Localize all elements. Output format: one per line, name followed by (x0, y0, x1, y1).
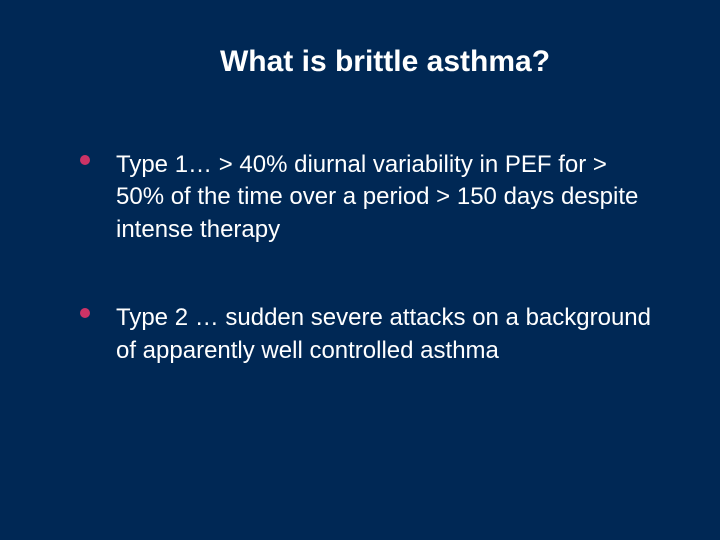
list-item: Type 1… > 40% diurnal variability in PEF… (80, 149, 660, 246)
bullet-icon (80, 155, 90, 165)
bullet-text: Type 1… > 40% diurnal variability in PEF… (116, 149, 660, 246)
slide-title: What is brittle asthma? (60, 45, 660, 79)
bullet-icon (80, 308, 90, 318)
slide: What is brittle asthma? Type 1… > 40% di… (0, 0, 720, 540)
bullet-text: Type 2 … sudden severe attacks on a back… (116, 302, 660, 367)
bullet-list: Type 1… > 40% diurnal variability in PEF… (60, 149, 660, 367)
list-item: Type 2 … sudden severe attacks on a back… (80, 302, 660, 367)
